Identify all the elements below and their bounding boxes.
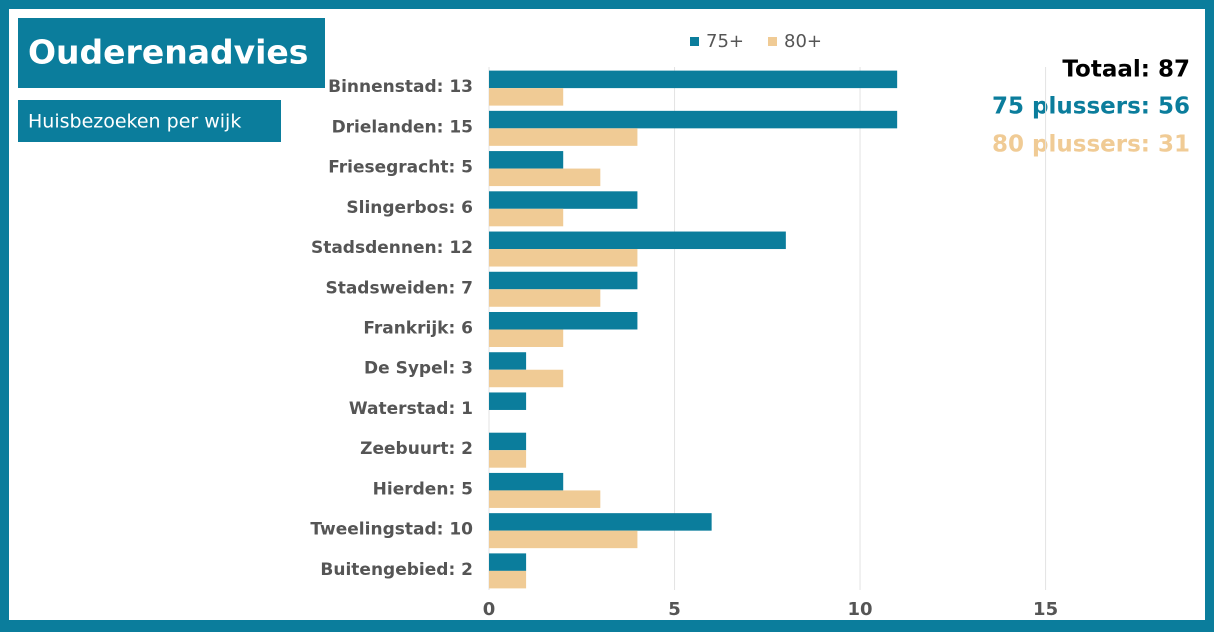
y-tick-label: Friesegracht: 5	[328, 158, 473, 178]
bar	[489, 312, 638, 330]
x-tick-label: 0	[483, 599, 496, 620]
bar	[489, 329, 564, 347]
bar	[489, 249, 638, 267]
plot: 0 5 10 15 Binnenstad: 13 Drielanden: 15 Friese…	[310, 31, 1058, 620]
x-tick-label: 10	[848, 599, 873, 620]
bar	[489, 151, 564, 169]
bar	[489, 392, 527, 410]
bar	[489, 490, 601, 508]
legend-label: 75+	[706, 31, 744, 52]
stat-total: Totaal: 87	[1062, 57, 1190, 83]
y-tick-label: Hierden: 5	[373, 479, 473, 499]
bar	[489, 352, 527, 370]
x-tick-label: 15	[1033, 599, 1058, 620]
y-tick-label: Frankrijk: 6	[363, 319, 473, 339]
bar	[489, 191, 638, 209]
stat-75: 75 plussers: 56	[992, 94, 1190, 120]
y-tick-label: Binnenstad: 13	[328, 77, 473, 97]
y-tick-label: Waterstad: 1	[349, 399, 473, 419]
bar	[489, 128, 638, 146]
x-tick-label: 5	[668, 599, 681, 620]
subtitle: Huisbezoeken per wijk	[28, 111, 241, 133]
bar	[489, 168, 601, 187]
stat-80: 80 plussers: 31	[992, 132, 1190, 158]
bar	[489, 110, 898, 129]
bar	[489, 289, 601, 307]
bar	[489, 88, 564, 106]
legend-swatch	[768, 37, 777, 46]
bar	[489, 530, 638, 549]
y-tick-label: Drielanden: 15	[332, 117, 473, 137]
bar	[489, 570, 527, 589]
y-tick-label: Slingerbos: 6	[346, 198, 473, 218]
bar	[489, 432, 527, 451]
title: Ouderenadvies	[28, 33, 308, 72]
bar	[489, 271, 638, 290]
bar	[489, 553, 527, 571]
bar	[489, 472, 564, 491]
y-tick-label: Stadsweiden: 7	[325, 278, 473, 298]
subtitle-box	[18, 100, 281, 142]
bar	[489, 369, 564, 388]
bar	[489, 70, 898, 89]
bar	[489, 231, 786, 250]
bar	[489, 208, 564, 227]
legend-label: 80+	[784, 31, 822, 52]
y-tick-label: Stadsdennen: 12	[311, 238, 473, 258]
title-box	[18, 18, 325, 88]
y-tick-label: Zeebuurt: 2	[360, 439, 473, 459]
y-tick-label: Tweelingstad: 10	[310, 520, 473, 540]
y-tick-label: Buitengebied: 2	[320, 560, 473, 580]
bar	[489, 513, 712, 531]
legend-swatch	[690, 37, 699, 46]
bar	[489, 450, 527, 468]
y-tick-label: De Sypel: 3	[364, 359, 473, 379]
